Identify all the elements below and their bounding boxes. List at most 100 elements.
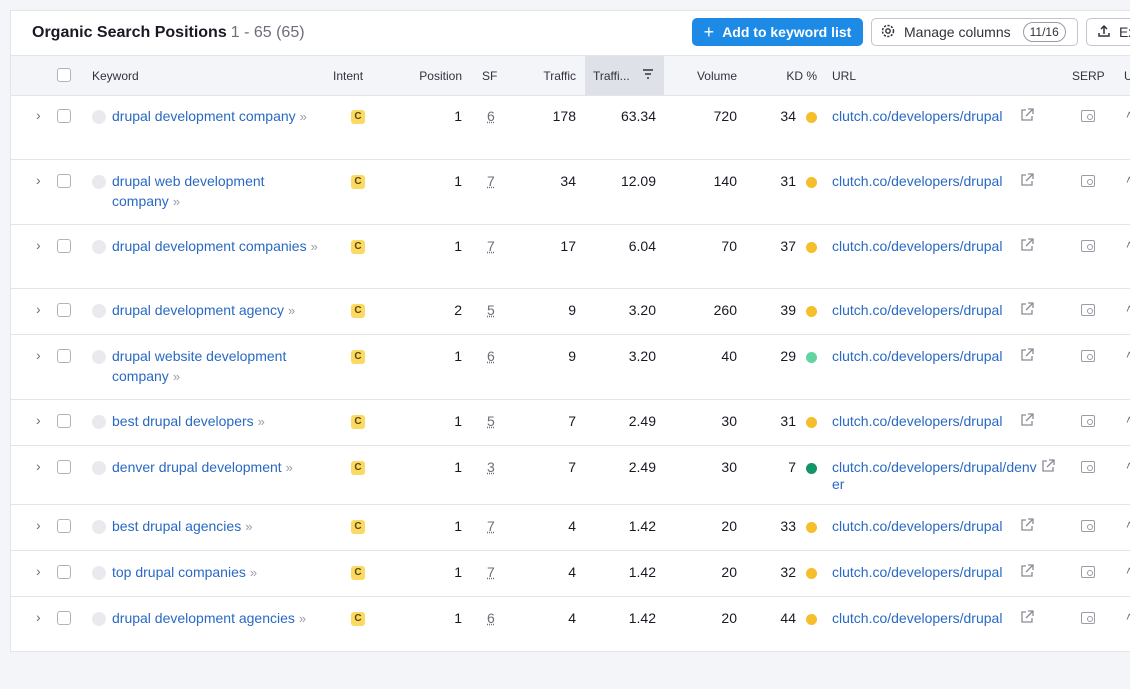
keyword-details-icon[interactable]: » [310, 239, 318, 254]
table-row[interactable]: › best drupal developers» C 1 5 7 2.49 3… [11, 400, 1130, 446]
serp-features-link[interactable]: 7 [487, 518, 495, 534]
external-link-icon[interactable] [1020, 173, 1034, 190]
table-row[interactable]: › top drupal companies» C 1 7 4 1.42 20 … [11, 551, 1130, 597]
serp-preview-icon[interactable] [1081, 110, 1095, 122]
external-link-icon[interactable] [1020, 610, 1034, 627]
keyword-link[interactable]: best drupal developers» [112, 411, 322, 432]
col-traffic[interactable]: Traffic [543, 69, 576, 83]
sort-descending-icon[interactable] [642, 68, 654, 83]
expand-row-chevron-icon[interactable]: › [36, 301, 41, 317]
serp-features-link[interactable]: 7 [487, 564, 495, 580]
keyword-details-icon[interactable]: » [257, 414, 265, 429]
col-keyword[interactable]: Keyword [92, 69, 139, 83]
url-link[interactable]: clutch.co/developers/drupal/denver [832, 459, 1037, 492]
url-link[interactable]: clutch.co/developers/drupal [832, 302, 1003, 318]
serp-preview-icon[interactable] [1081, 520, 1095, 532]
serp-features-link[interactable]: 7 [487, 238, 495, 254]
table-row[interactable]: › denver drupal development» C 1 3 7 2.4… [11, 446, 1130, 505]
row-checkbox[interactable] [57, 460, 71, 474]
url-link[interactable]: clutch.co/developers/drupal [832, 564, 1003, 580]
keyword-link[interactable]: drupal development agency» [112, 300, 322, 321]
keyword-details-icon[interactable]: » [245, 519, 253, 534]
keyword-link[interactable]: drupal development company» [112, 106, 322, 127]
select-all-checkbox[interactable] [57, 68, 71, 82]
keyword-link[interactable]: best drupal agencies» [112, 516, 322, 537]
serp-preview-icon[interactable] [1081, 415, 1095, 427]
manage-columns-button[interactable]: Manage columns 11/16 [871, 18, 1078, 46]
external-link-icon[interactable] [1020, 348, 1034, 365]
url-link[interactable]: clutch.co/developers/drupal [832, 173, 1003, 189]
keyword-link[interactable]: top drupal companies» [112, 562, 322, 583]
serp-features-link[interactable]: 5 [487, 302, 495, 318]
keyword-details-icon[interactable]: » [249, 565, 258, 580]
keyword-details-icon[interactable]: » [298, 611, 307, 626]
row-checkbox[interactable] [57, 565, 71, 579]
serp-preview-icon[interactable] [1081, 612, 1095, 624]
row-checkbox[interactable] [57, 414, 71, 428]
keyword-details-icon[interactable]: » [172, 369, 181, 384]
serp-features-link[interactable]: 5 [487, 413, 495, 429]
expand-row-chevron-icon[interactable]: › [36, 412, 41, 428]
expand-row-chevron-icon[interactable]: › [36, 347, 41, 363]
expand-row-chevron-icon[interactable]: › [36, 458, 41, 474]
row-checkbox[interactable] [57, 303, 71, 317]
serp-features-link[interactable]: 3 [487, 459, 495, 475]
row-checkbox[interactable] [57, 174, 71, 188]
expand-row-chevron-icon[interactable]: › [36, 563, 41, 579]
external-link-icon[interactable] [1020, 302, 1034, 319]
table-row[interactable]: › drupal development agency» C 2 5 9 3.2… [11, 289, 1130, 335]
url-link[interactable]: clutch.co/developers/drupal [832, 108, 1003, 124]
serp-features-link[interactable]: 6 [487, 348, 495, 364]
keyword-details-icon[interactable]: » [285, 460, 293, 475]
col-updated[interactable]: U [1124, 69, 1130, 83]
keyword-link[interactable]: drupal web development company» [112, 171, 322, 212]
row-checkbox[interactable] [57, 239, 71, 253]
external-link-icon[interactable] [1041, 459, 1055, 476]
expand-row-chevron-icon[interactable]: › [36, 609, 41, 625]
col-serp[interactable]: SERP [1072, 69, 1105, 83]
table-row[interactable]: › drupal website development company» C … [11, 335, 1130, 400]
serp-features-link[interactable]: 7 [487, 173, 495, 189]
expand-row-chevron-icon[interactable]: › [36, 517, 41, 533]
table-row[interactable]: › best drupal agencies» C 1 7 4 1.42 20 … [11, 505, 1130, 551]
external-link-icon[interactable] [1020, 413, 1034, 430]
col-kd[interactable]: KD % [786, 69, 817, 83]
table-row[interactable]: › drupal development company» C 1 6 178 … [11, 95, 1130, 160]
url-link[interactable]: clutch.co/developers/drupal [832, 413, 1003, 429]
keyword-link[interactable]: drupal website development company» [112, 346, 322, 387]
row-checkbox[interactable] [57, 349, 71, 363]
external-link-icon[interactable] [1020, 108, 1034, 125]
serp-features-link[interactable]: 6 [487, 108, 495, 124]
col-position[interactable]: Position [419, 69, 462, 83]
row-checkbox[interactable] [57, 109, 71, 123]
col-sf[interactable]: SF [482, 69, 498, 83]
serp-features-link[interactable]: 6 [487, 610, 495, 626]
serp-preview-icon[interactable] [1081, 461, 1095, 473]
table-row[interactable]: › drupal development agencies» C 1 6 4 1… [11, 597, 1130, 651]
url-link[interactable]: clutch.co/developers/drupal [832, 238, 1003, 254]
keyword-details-icon[interactable]: » [288, 303, 296, 318]
url-link[interactable]: clutch.co/developers/drupal [832, 348, 1003, 364]
table-row[interactable]: › drupal development companies» C 1 7 17… [11, 225, 1130, 289]
col-traffic-percent[interactable]: Traffi... [593, 69, 630, 83]
keyword-link[interactable]: drupal development agencies» [112, 608, 322, 629]
col-url[interactable]: URL [832, 69, 857, 83]
add-to-keyword-list-button[interactable]: + Add to keyword list [692, 18, 863, 46]
serp-preview-icon[interactable] [1081, 566, 1095, 578]
serp-preview-icon[interactable] [1081, 240, 1095, 252]
keyword-link[interactable]: drupal development companies» [112, 236, 322, 257]
external-link-icon[interactable] [1020, 238, 1034, 255]
expand-row-chevron-icon[interactable]: › [36, 237, 41, 253]
export-button[interactable]: Ex [1086, 18, 1130, 46]
col-volume[interactable]: Volume [696, 69, 737, 83]
row-checkbox[interactable] [57, 519, 71, 533]
row-checkbox[interactable] [57, 611, 71, 625]
external-link-icon[interactable] [1020, 564, 1034, 581]
keyword-details-icon[interactable]: » [172, 194, 181, 209]
col-intent[interactable]: Intent [333, 69, 364, 83]
url-link[interactable]: clutch.co/developers/drupal [832, 518, 1003, 534]
keyword-details-icon[interactable]: » [299, 109, 307, 124]
keyword-link[interactable]: denver drupal development» [112, 457, 322, 478]
expand-row-chevron-icon[interactable]: › [36, 172, 41, 188]
serp-preview-icon[interactable] [1081, 350, 1095, 362]
